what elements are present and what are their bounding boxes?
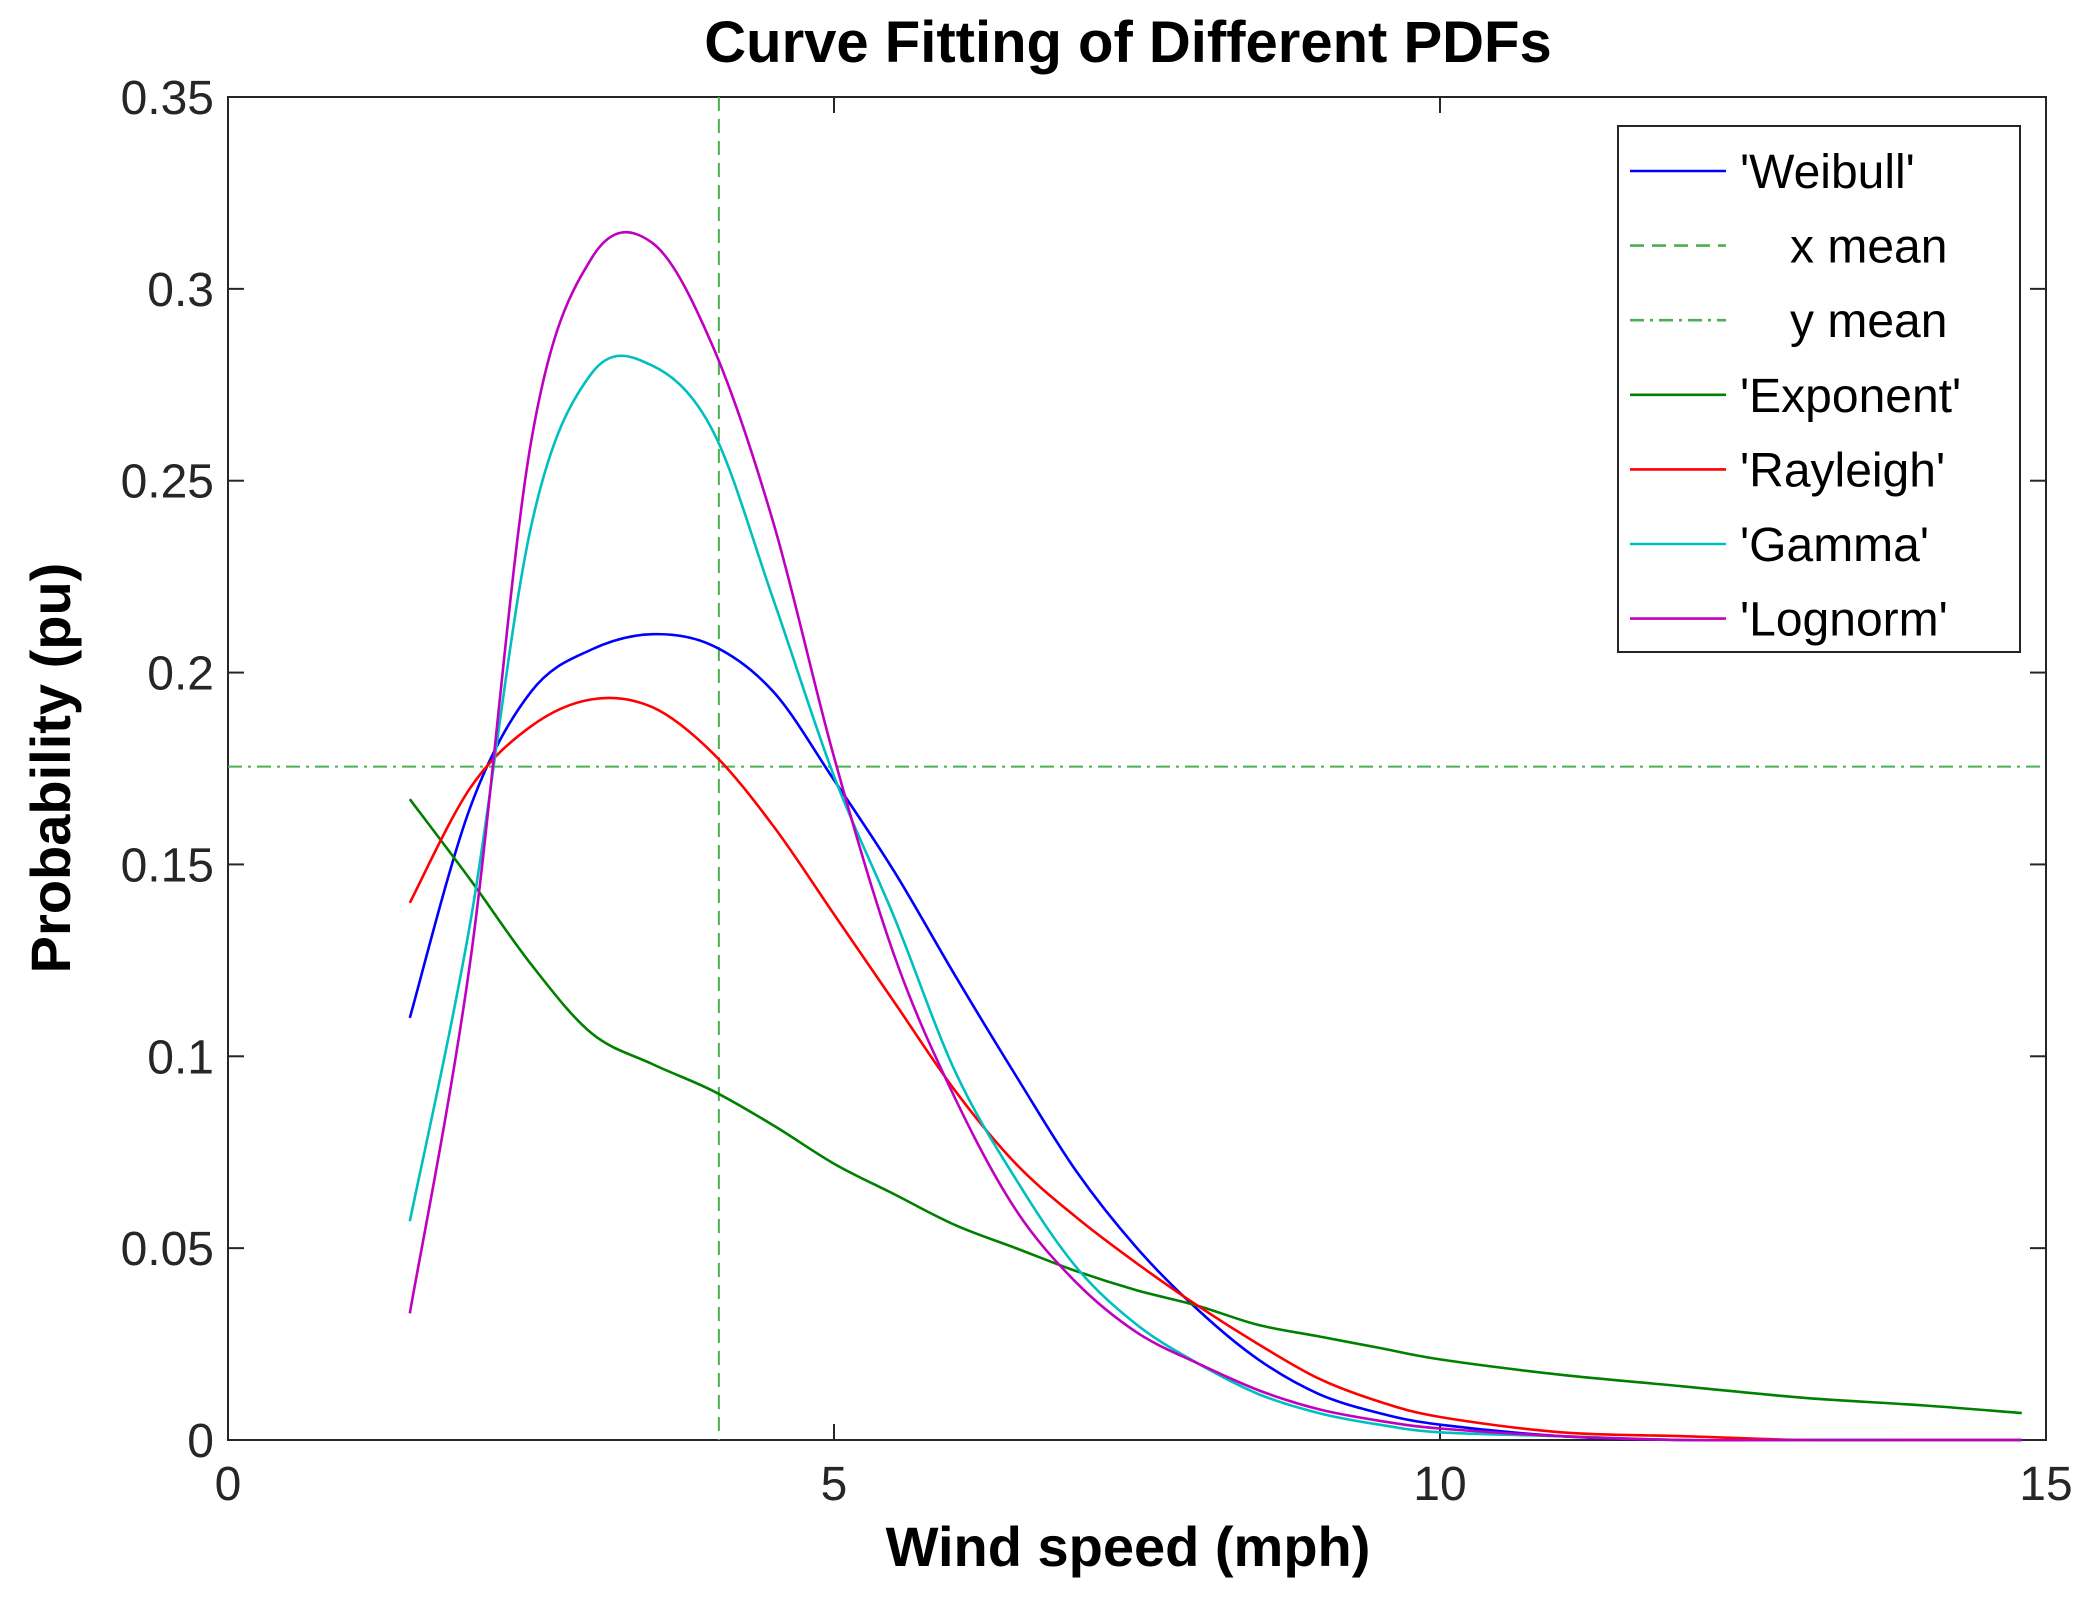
legend-label: 'Lognorm' xyxy=(1740,594,1948,647)
x-tick-label: 5 xyxy=(821,1458,848,1511)
axes-box xyxy=(227,96,2047,1441)
legend: 'Weibull' x mean y mean 'Exponent' 'Rayleigh… xyxy=(1617,125,2021,653)
y-tick-label: 0.25 xyxy=(121,456,214,509)
chart-title: Curve Fitting of Different PDFs xyxy=(704,10,1551,75)
ticks: 0 5 10 15 0 0.05 0.1 0.15 0.2 0.25 0.3 0.35 xyxy=(121,72,2073,1511)
legend-label: 'Rayleigh' xyxy=(1740,444,1945,497)
series-line-lognorm xyxy=(408,230,2022,1442)
y-tick-label: 0 xyxy=(187,1415,214,1468)
legend-label: 'Exponent' xyxy=(1740,370,1961,423)
series-line-rayleigh xyxy=(408,696,2022,1442)
legend-label: y mean xyxy=(1790,295,1947,348)
y-axis-label: Probability (pu) xyxy=(19,563,82,974)
series-line-exponent xyxy=(408,798,2022,1415)
x-tick-label: 10 xyxy=(1413,1458,1466,1511)
plot-area: 0 5 10 15 0 0.05 0.1 0.15 0.2 0.25 0.3 0.35 xyxy=(121,72,2073,1511)
y-tick-label: 0.3 xyxy=(147,264,214,317)
reference-lines xyxy=(228,97,2046,1440)
legend-label: x mean xyxy=(1790,221,1947,274)
y-tick-label: 0.1 xyxy=(147,1031,214,1084)
y-tick-label: 0.15 xyxy=(121,839,214,892)
y-tick-label: 0.35 xyxy=(121,72,214,125)
series-lines xyxy=(408,230,2022,1442)
y-tick-label: 0.05 xyxy=(121,1223,214,1276)
series-line-weibull xyxy=(408,632,2022,1442)
x-axis-label: Wind speed (mph) xyxy=(886,1515,1371,1578)
x-tick-label: 15 xyxy=(2019,1458,2072,1511)
legend-box xyxy=(1617,125,2021,653)
x-tick-label: 0 xyxy=(215,1458,242,1511)
y-tick-label: 0.2 xyxy=(147,648,214,701)
legend-label: 'Weibull' xyxy=(1740,146,1915,199)
legend-label: 'Gamma' xyxy=(1740,519,1929,572)
